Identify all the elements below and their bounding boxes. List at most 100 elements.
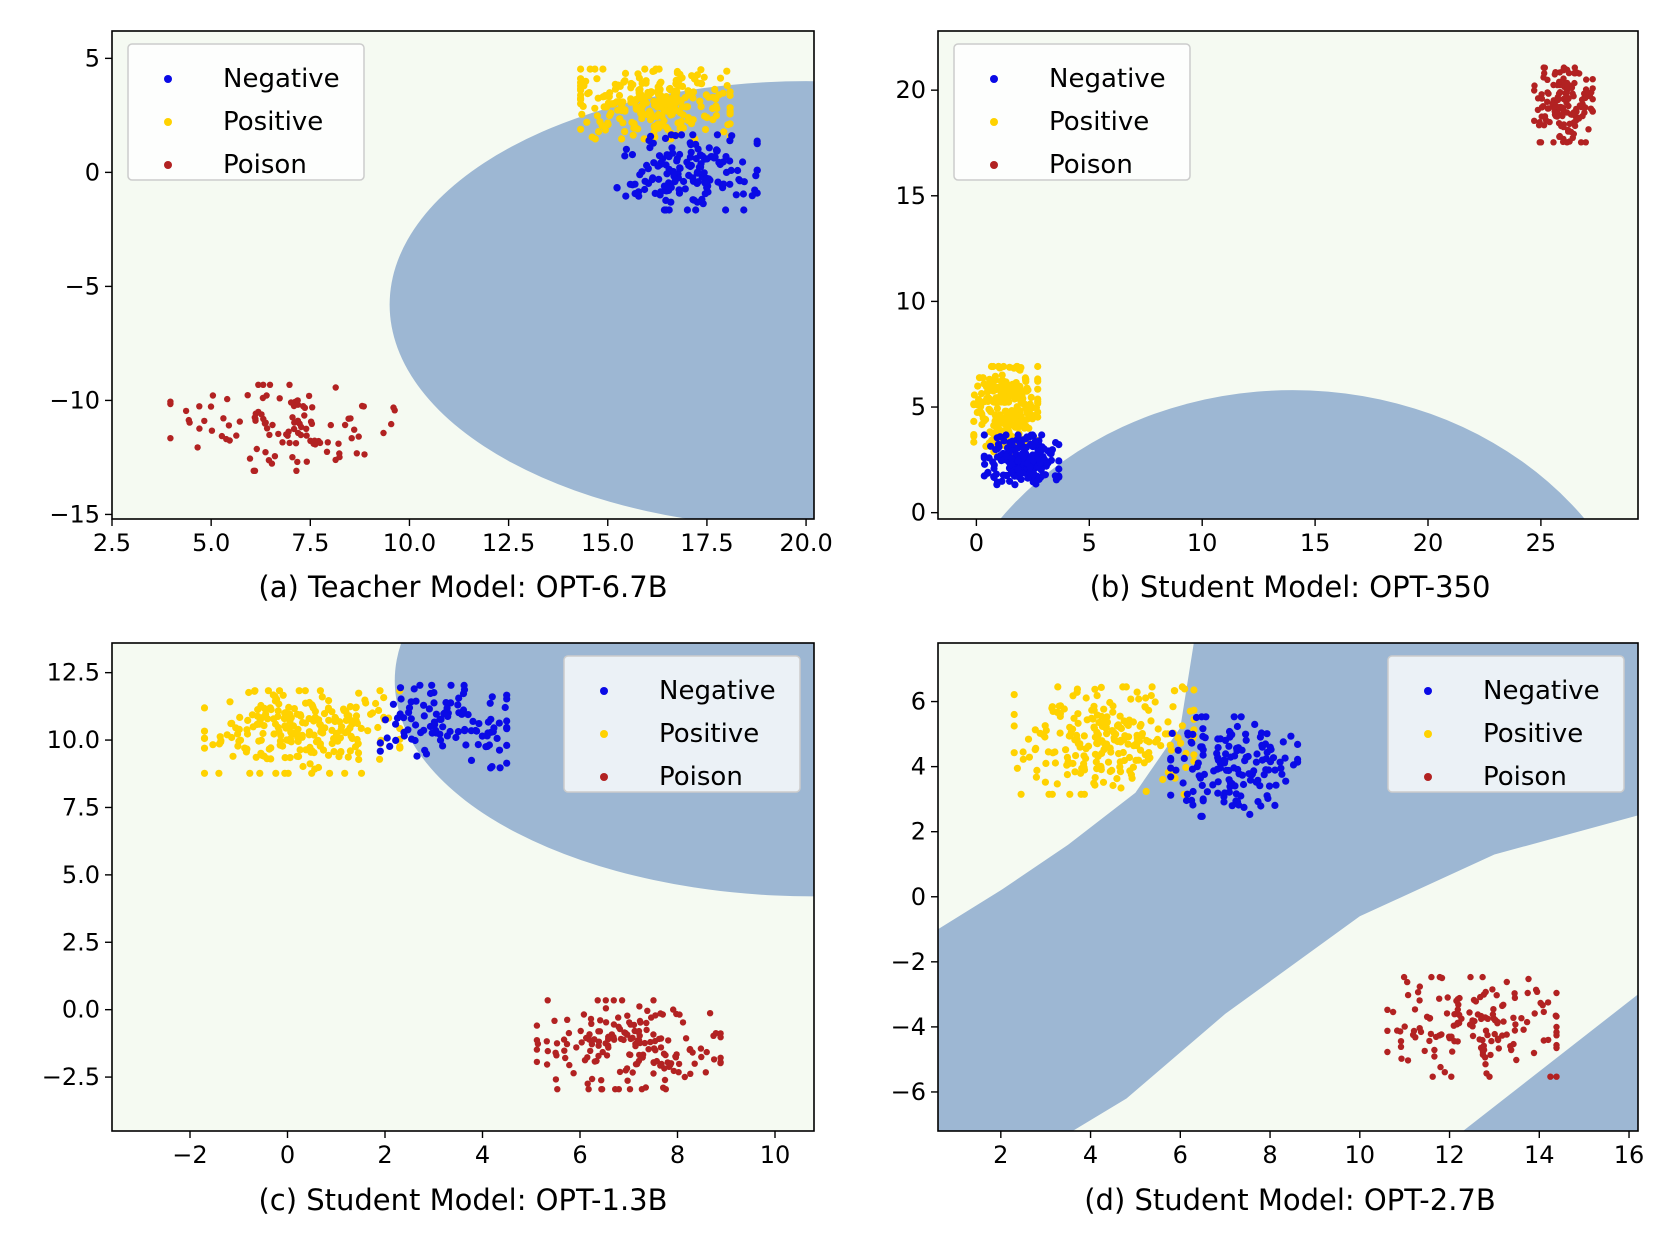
point-positive	[1027, 393, 1035, 401]
point-negative	[1197, 743, 1205, 751]
point-positive	[1110, 736, 1118, 744]
legend-marker-poison	[990, 161, 998, 169]
point-poison	[1431, 1046, 1438, 1054]
scatter-points	[1010, 683, 1560, 1080]
point-negative	[1258, 756, 1266, 764]
point-poison	[581, 1057, 589, 1064]
point-negative	[739, 190, 748, 198]
point-negative	[1237, 713, 1245, 721]
point-negative	[641, 185, 649, 194]
point-negative	[1281, 754, 1289, 762]
point-poison	[268, 460, 276, 467]
point-positive	[1080, 790, 1088, 798]
point-negative	[1039, 471, 1047, 479]
x-tick-label: 25	[1526, 529, 1557, 557]
point-positive	[396, 744, 404, 752]
point-negative	[1182, 796, 1191, 805]
point-poison	[1569, 90, 1576, 97]
point-poison	[1397, 1043, 1405, 1051]
point-poison	[638, 1086, 646, 1093]
point-positive	[1049, 707, 1057, 716]
y-tick-label: −4	[891, 1013, 926, 1041]
point-poison	[218, 432, 226, 440]
point-negative	[1294, 755, 1302, 764]
point-poison	[1552, 1012, 1560, 1019]
point-negative	[1030, 478, 1038, 486]
point-poison	[697, 1045, 705, 1052]
point-negative	[1242, 753, 1250, 762]
point-positive	[606, 89, 614, 97]
point-positive	[1147, 717, 1155, 725]
point-negative	[442, 699, 450, 707]
point-poison	[594, 997, 601, 1004]
point-poison	[636, 1032, 643, 1039]
point-negative	[1271, 801, 1279, 810]
point-negative	[503, 691, 511, 699]
point-poison	[287, 399, 295, 406]
legend-label-positive: Positive	[1049, 107, 1149, 137]
point-poison	[1554, 96, 1562, 104]
point-poison	[1427, 1030, 1435, 1038]
point-poison	[1531, 1010, 1538, 1017]
point-negative	[657, 188, 665, 196]
point-poison	[586, 1031, 593, 1038]
point-negative	[1256, 733, 1264, 741]
point-poison	[327, 421, 334, 429]
point-negative	[703, 155, 711, 163]
point-positive	[200, 727, 209, 735]
point-poison	[260, 381, 267, 388]
point-positive	[1103, 740, 1111, 748]
point-poison	[289, 414, 296, 421]
point-positive	[1109, 702, 1117, 710]
point-positive	[715, 91, 723, 99]
point-positive	[1125, 716, 1133, 724]
point-positive	[228, 719, 236, 727]
point-poison	[1490, 1006, 1497, 1013]
point-poison	[303, 458, 310, 465]
point-negative	[1029, 443, 1037, 451]
point-positive	[705, 93, 713, 101]
point-positive	[1022, 375, 1030, 383]
point-poison	[250, 467, 257, 474]
point-positive	[272, 769, 280, 777]
y-tick-label: −2.5	[42, 1063, 100, 1091]
point-poison	[650, 1059, 658, 1067]
point-poison	[624, 1077, 631, 1084]
legend-marker-poison	[600, 773, 608, 781]
point-poison	[353, 450, 360, 457]
point-negative	[734, 166, 742, 175]
point-positive	[331, 713, 339, 722]
point-poison	[391, 407, 398, 414]
point-poison	[706, 1010, 714, 1017]
point-positive	[1020, 400, 1028, 408]
point-positive	[992, 386, 1000, 394]
point-negative	[412, 721, 420, 729]
point-positive	[1142, 694, 1150, 702]
point-positive	[1019, 755, 1027, 763]
point-positive	[655, 65, 663, 73]
point-poison	[1478, 1015, 1485, 1023]
point-positive	[234, 730, 242, 738]
legend-marker-negative	[990, 75, 998, 83]
x-tick-label: 4	[1083, 1141, 1098, 1169]
y-tick-label: 5	[85, 44, 100, 72]
point-positive	[1136, 722, 1144, 730]
point-negative	[1189, 787, 1197, 796]
y-tick-label: 0	[85, 158, 100, 186]
point-poison	[1443, 1010, 1451, 1017]
legend-label-poison: Poison	[1483, 762, 1567, 792]
point-poison	[1449, 1048, 1456, 1055]
point-poison	[1436, 995, 1443, 1002]
point-negative	[732, 191, 740, 199]
point-positive	[1091, 750, 1099, 758]
point-positive	[1098, 749, 1106, 758]
legend-label-poison: Poison	[223, 150, 307, 180]
point-positive	[621, 77, 629, 85]
point-poison	[1411, 1006, 1419, 1013]
point-poison	[703, 1048, 710, 1056]
point-negative	[1203, 788, 1211, 796]
point-poison	[1555, 90, 1563, 97]
point-poison	[616, 1068, 624, 1076]
point-negative	[420, 701, 428, 709]
scatter-points	[970, 64, 1596, 489]
